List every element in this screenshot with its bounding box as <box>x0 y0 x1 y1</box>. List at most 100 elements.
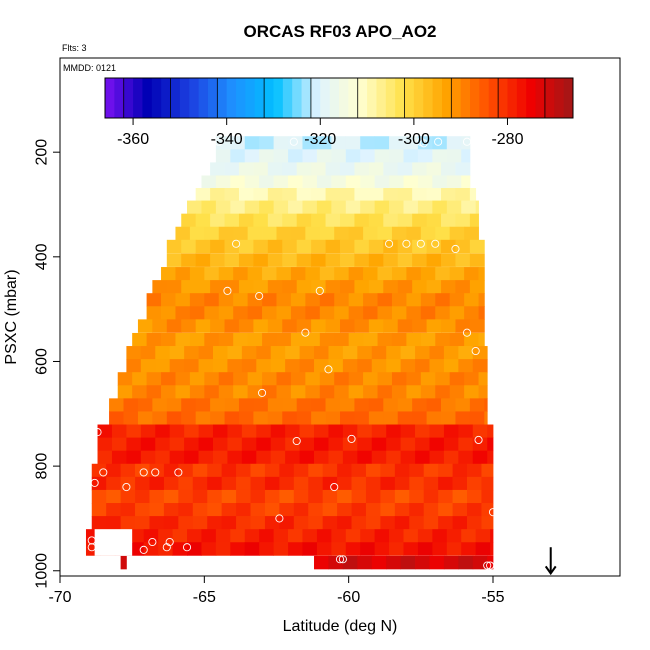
heatmap-cell <box>316 529 332 543</box>
heatmap-cell <box>293 489 309 504</box>
heatmap-cell <box>415 359 430 373</box>
heatmap-cell <box>308 476 324 491</box>
heatmap-cell <box>267 253 283 267</box>
heatmap-cell <box>371 346 387 360</box>
heatmap-cell <box>446 149 462 163</box>
heatmap-cell <box>146 385 162 399</box>
heatmap-cell <box>192 476 208 491</box>
heatmap-cell <box>276 332 292 347</box>
heatmap-cell <box>429 450 445 465</box>
heatmap-cell <box>406 332 422 347</box>
heatmap-cell <box>161 332 176 347</box>
heatmap-cell <box>311 213 326 228</box>
heatmap-cell <box>389 200 404 215</box>
colorbar-segment <box>507 78 518 118</box>
heatmap-cell <box>351 489 367 504</box>
heatmap-cell <box>455 398 471 412</box>
x-axis-label: Latitude (deg N) <box>283 618 398 635</box>
heatmap-cell <box>386 555 402 570</box>
heatmap-cell <box>403 200 419 215</box>
heatmap-cell <box>137 319 153 333</box>
heatmap-cell <box>340 411 355 425</box>
heatmap-cell <box>126 450 142 465</box>
heatmap-cell <box>227 437 243 452</box>
heatmap-cell <box>155 450 171 465</box>
heatmap-cell <box>250 463 266 478</box>
heatmap-cell <box>420 332 436 347</box>
heatmap-cell <box>469 213 479 228</box>
heatmap-cell <box>365 503 381 517</box>
heatmap-cell <box>340 239 355 254</box>
heatmap-cell <box>469 319 485 333</box>
heatmap-cell <box>316 136 332 150</box>
heatmap-cell <box>354 188 370 202</box>
heatmap-cell <box>290 306 306 320</box>
colorbar-segment <box>367 78 377 118</box>
heatmap-cell <box>195 188 211 202</box>
heatmap-cell <box>273 529 289 543</box>
heatmap-cell <box>132 332 147 347</box>
heatmap-cell <box>377 267 393 281</box>
heatmap-cell <box>337 503 352 517</box>
heatmap-cell <box>106 489 122 504</box>
heatmap-cell <box>443 437 459 452</box>
heatmap-cell <box>458 346 474 360</box>
heatmap-cell <box>383 280 399 294</box>
heatmap-cell <box>423 463 439 478</box>
heatmap-cell <box>233 226 249 241</box>
heatmap-cell <box>409 516 425 530</box>
heatmap-cell <box>195 398 211 412</box>
heatmap-cell <box>412 213 427 228</box>
heatmap-cell <box>394 516 410 530</box>
heatmap-cell <box>282 398 298 412</box>
heatmap-cell <box>256 437 272 452</box>
heatmap-cell <box>409 503 425 517</box>
heatmap-cell <box>288 175 303 189</box>
heatmap-cell <box>293 476 309 491</box>
heatmap-cell <box>308 463 324 478</box>
heatmap-cell <box>273 542 289 556</box>
colorbar-tick-label: -340 <box>211 131 243 148</box>
heatmap-cell <box>218 226 234 241</box>
heatmap-cell <box>262 385 277 399</box>
heatmap-cell <box>210 411 225 425</box>
heatmap-cell <box>299 450 315 465</box>
heatmap-cell <box>481 516 494 530</box>
heatmap-cell <box>469 188 477 202</box>
heatmap-cell <box>233 306 249 320</box>
heatmap-cell <box>432 200 448 215</box>
sample-point <box>93 428 102 437</box>
colorbar: -360 -340 -320 -300 -280 <box>104 77 574 148</box>
colorbar-segment <box>554 78 565 118</box>
heatmap-cell <box>325 411 341 425</box>
heatmap-cell <box>412 411 427 425</box>
heatmap-cell <box>238 319 254 333</box>
sample-point <box>151 468 160 477</box>
heatmap-cell <box>296 319 312 333</box>
heatmap-cell <box>314 346 329 360</box>
colorbar-segment <box>301 78 312 118</box>
heatmap-cell <box>204 332 220 347</box>
heatmap-cell <box>195 319 211 333</box>
heatmap-cell <box>270 346 286 360</box>
heatmap-cell <box>175 385 191 399</box>
heatmap-cell <box>420 385 436 399</box>
sample-point <box>119 545 128 554</box>
heatmap-cell <box>389 175 404 189</box>
heatmap-cell <box>420 372 436 386</box>
heatmap-cell <box>478 306 485 320</box>
heatmap-cell <box>137 411 153 425</box>
heatmap-cell <box>429 346 445 360</box>
heatmap-cell <box>377 332 393 347</box>
heatmap-cell <box>230 200 246 215</box>
heatmap-cell <box>207 463 223 478</box>
colorbar-segment <box>488 78 499 118</box>
heatmap-cell <box>452 516 468 530</box>
heatmap-cell <box>117 372 133 386</box>
heatmap-cell <box>241 359 257 373</box>
colorbar-segment <box>516 78 527 118</box>
heatmap-cell <box>152 411 168 425</box>
heatmap-cell <box>322 516 338 530</box>
heatmap-cell <box>311 253 326 267</box>
heatmap-cell <box>230 529 246 543</box>
